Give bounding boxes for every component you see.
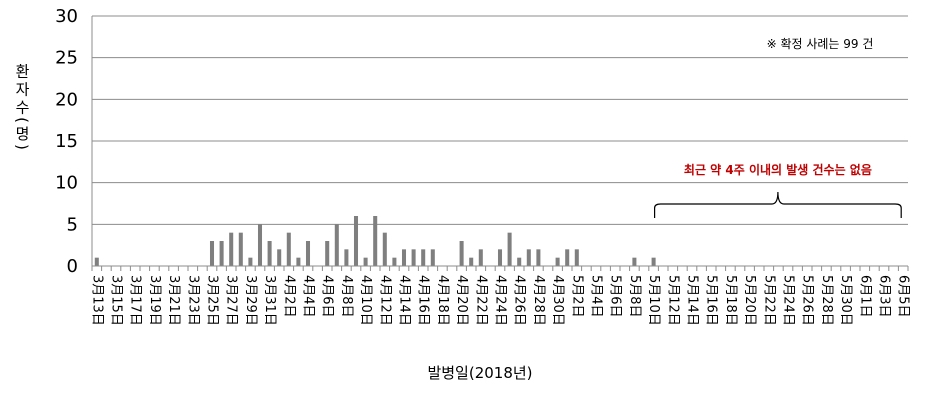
x-tick-label: 4月10日 bbox=[358, 275, 373, 326]
axes bbox=[91, 16, 909, 271]
bar bbox=[94, 257, 99, 266]
y-tick-label: 25 bbox=[55, 48, 78, 69]
bar bbox=[334, 224, 339, 266]
x-tick-label: 4月12日 bbox=[377, 275, 392, 326]
x-tick-label: 3月23日 bbox=[185, 275, 200, 326]
y-tick-label: 5 bbox=[67, 214, 78, 235]
x-tick-label: 4月6日 bbox=[320, 275, 335, 318]
x-tick-label: 5月26日 bbox=[800, 275, 815, 326]
x-tick-label: 4月26日 bbox=[512, 275, 527, 326]
x-tick-label: 3月15日 bbox=[109, 275, 124, 326]
bar bbox=[392, 257, 397, 266]
bar bbox=[459, 241, 464, 266]
x-tick-label: 4月14日 bbox=[397, 275, 412, 326]
y-tick-label: 15 bbox=[55, 131, 78, 152]
x-tick-label: 4月30日 bbox=[550, 275, 565, 326]
x-tick-label: 3月21日 bbox=[166, 275, 181, 326]
bar bbox=[411, 249, 416, 266]
x-tick-label: 4月24日 bbox=[493, 275, 508, 326]
x-tick-label: 5月8日 bbox=[627, 275, 642, 318]
bar bbox=[353, 216, 359, 266]
y-tick-label: 20 bbox=[55, 89, 78, 110]
bar bbox=[296, 257, 301, 266]
bar bbox=[497, 249, 503, 266]
x-tick-label: 5月30日 bbox=[838, 275, 853, 326]
x-tick-label: 3月31日 bbox=[262, 275, 277, 326]
bar bbox=[363, 257, 368, 266]
bar bbox=[267, 241, 272, 266]
bar bbox=[574, 249, 579, 266]
x-tick-label: 4月4日 bbox=[301, 275, 316, 318]
x-tick-label: 5月6日 bbox=[608, 275, 623, 318]
x-tick-label: 5月28日 bbox=[819, 275, 834, 326]
x-tick-labels: 3月13日 3月15日 3月17日 3月19日 3月21日 3月23日 3月25日 3月27日… bbox=[89, 275, 910, 326]
bar bbox=[305, 241, 311, 266]
bar bbox=[421, 249, 426, 266]
x-tick-label: 5月22日 bbox=[761, 275, 776, 326]
total-cases-note: ※ 확정 사례는 99 건 bbox=[767, 37, 874, 51]
x-tick-label: 3月27日 bbox=[224, 275, 239, 326]
bar bbox=[401, 249, 407, 266]
bar bbox=[248, 257, 253, 266]
x-tick-label: 4月28日 bbox=[531, 275, 546, 326]
x-tick-label: 3月29日 bbox=[243, 275, 258, 326]
bar bbox=[219, 241, 224, 266]
gridlines bbox=[92, 15, 908, 225]
y-axis-label: 환자수(명) bbox=[13, 63, 31, 153]
x-tick-label: 3月19日 bbox=[147, 275, 162, 326]
x-tick-label: 4月16日 bbox=[416, 275, 431, 326]
bar bbox=[565, 249, 570, 266]
x-tick-label: 5月24日 bbox=[781, 275, 796, 326]
bar bbox=[229, 232, 234, 266]
y-tick-labels: 0 5 10 15 20 25 30 bbox=[55, 6, 78, 277]
bar bbox=[286, 232, 291, 266]
bar bbox=[517, 257, 522, 266]
y-tick-label: 10 bbox=[55, 173, 78, 194]
bar bbox=[209, 241, 215, 266]
bar bbox=[257, 224, 263, 266]
bar bbox=[277, 249, 282, 266]
x-tick-label: 4月22日 bbox=[473, 275, 488, 326]
x-tick-label: 5月10日 bbox=[646, 275, 661, 326]
y-tick-label: 30 bbox=[55, 6, 78, 27]
x-tick-label: 5月4日 bbox=[589, 275, 604, 318]
bars bbox=[94, 216, 656, 266]
x-tick-label: 5月20日 bbox=[742, 275, 757, 326]
bar bbox=[344, 249, 349, 266]
bar bbox=[469, 257, 474, 266]
bar bbox=[555, 257, 560, 266]
x-tick-label: 5月16日 bbox=[704, 275, 719, 326]
x-tick-label: 4月20日 bbox=[454, 275, 469, 326]
x-tick-label: 5月14日 bbox=[685, 275, 700, 326]
x-tick-label: 4月2日 bbox=[281, 275, 296, 318]
bar bbox=[507, 232, 512, 266]
x-tick-label: 3月25日 bbox=[205, 275, 220, 326]
x-tick-label: 6月3日 bbox=[877, 275, 892, 318]
x-tick-label: 3月13日 bbox=[89, 275, 104, 326]
x-tick-label: 6月5日 bbox=[896, 275, 911, 318]
x-axis-label: 발병일(2018년) bbox=[427, 364, 532, 382]
bar bbox=[632, 257, 637, 266]
x-tick-label: 6月1日 bbox=[857, 275, 872, 318]
bar bbox=[430, 249, 435, 266]
x-tick-label: 4月8日 bbox=[339, 275, 354, 318]
x-tick-label: 3月17日 bbox=[128, 275, 143, 326]
bar bbox=[478, 249, 483, 266]
bar bbox=[238, 232, 243, 266]
bar bbox=[651, 257, 656, 266]
bar bbox=[373, 216, 378, 266]
bar bbox=[536, 249, 541, 266]
bar bbox=[382, 232, 387, 266]
bar bbox=[325, 241, 330, 266]
x-tick-label: 5月18日 bbox=[723, 275, 738, 326]
bar bbox=[526, 249, 531, 266]
recent-period-bracket bbox=[654, 191, 902, 218]
x-tick-label: 4月18日 bbox=[435, 275, 450, 326]
x-tick-label: 5月12日 bbox=[665, 275, 680, 326]
recent-cases-note: 최근 약 4주 이내의 발생 건수는 없음 bbox=[684, 162, 872, 177]
x-tick-label: 5月2日 bbox=[569, 275, 584, 318]
y-tick-label: 0 bbox=[67, 256, 78, 277]
